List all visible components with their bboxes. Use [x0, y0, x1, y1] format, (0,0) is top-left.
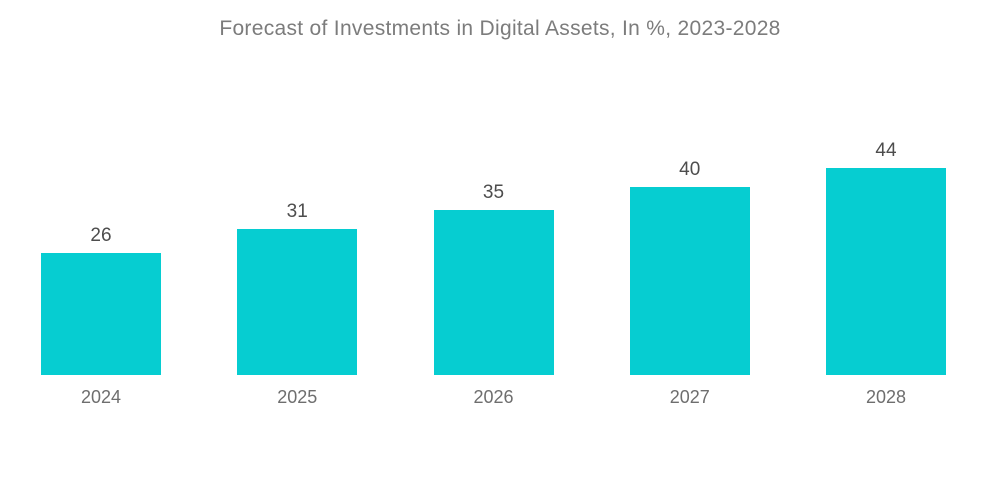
category-label: 2026 [473, 387, 514, 407]
value-label: 35 [482, 182, 505, 203]
category-label: 2024 [80, 387, 122, 407]
bar [41, 253, 161, 375]
bar-column: 40 2027 [629, 158, 750, 409]
category-label: 2028 [865, 387, 907, 407]
bar [629, 187, 750, 375]
bar [826, 168, 946, 375]
bar [433, 210, 554, 375]
plot-area: 26 2024 31 2025 35 2026 40 2027 44 2028 [41, 139, 946, 409]
bar [237, 229, 358, 375]
value-label: 26 [90, 225, 112, 246]
category-label: 2025 [277, 387, 318, 407]
value-label: 44 [875, 140, 897, 161]
chart-title: Forecast of Investments in Digital Asset… [219, 17, 781, 40]
value-label: 40 [679, 159, 701, 180]
value-label: 31 [286, 201, 308, 222]
bar-column: 26 2024 [41, 224, 161, 409]
bar-column: 35 2026 [433, 181, 554, 409]
bar-column: 44 2028 [826, 139, 946, 409]
bar-column: 31 2025 [237, 200, 358, 409]
category-label: 2027 [669, 387, 710, 407]
